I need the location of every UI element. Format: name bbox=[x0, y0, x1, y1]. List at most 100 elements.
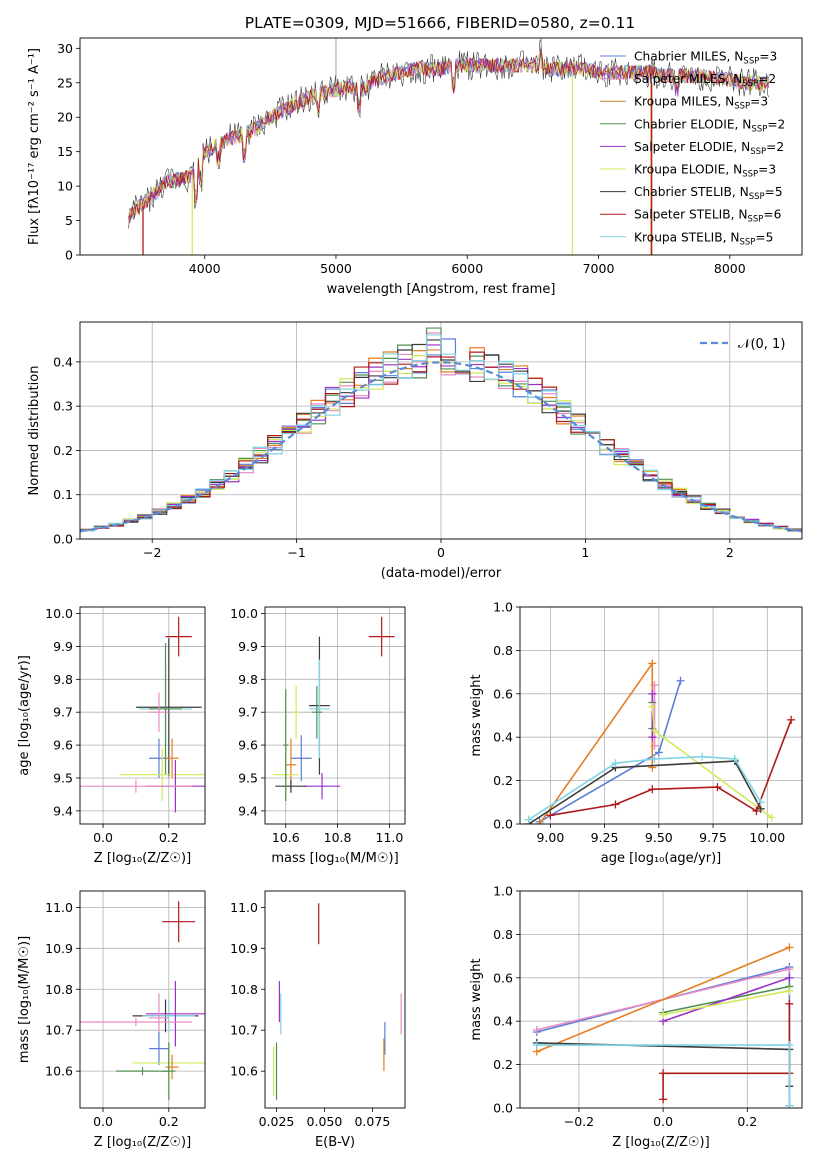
plot-area bbox=[273, 903, 402, 1100]
y-tick-label: 0.6 bbox=[493, 686, 513, 701]
plot-area bbox=[80, 901, 205, 1100]
x-tick-label: 0.0 bbox=[93, 830, 113, 845]
y-tick-label: 0.6 bbox=[493, 970, 513, 985]
spectrum-line bbox=[128, 49, 770, 220]
weight-line bbox=[662, 990, 790, 1016]
x-tick-label: 0.2 bbox=[737, 1114, 757, 1129]
y-tick-label: 9.9 bbox=[238, 639, 258, 654]
x-tick-label: 2 bbox=[726, 545, 734, 560]
legend-label: Chabrier MILES, NSSP=3 bbox=[634, 50, 777, 67]
legend-label: Chabrier STELIB, NSSP=5 bbox=[634, 185, 783, 202]
x-tick-label: 0 bbox=[437, 545, 445, 560]
x-axis-label: age [log₁₀(age/yr)] bbox=[601, 851, 722, 866]
x-tick-label: −2 bbox=[143, 545, 161, 560]
y-axis-label: mass weight bbox=[469, 958, 484, 1040]
x-axis-label: mass [log₁₀(M/M☉)] bbox=[271, 851, 398, 866]
weight-line bbox=[550, 719, 792, 817]
x-tick-label: 10.00 bbox=[749, 830, 785, 845]
y-tick-label: 10.7 bbox=[45, 1023, 73, 1038]
y-tick-label: 1.0 bbox=[493, 600, 513, 615]
axes-frame bbox=[79, 321, 803, 540]
y-tick-label: 0 bbox=[65, 248, 73, 263]
axes-frame bbox=[79, 890, 206, 1109]
x-tick-label: 0.075 bbox=[354, 1114, 390, 1129]
y-tick-label: 20 bbox=[57, 110, 73, 125]
y-tick-label: 0.8 bbox=[493, 927, 513, 942]
x-tick-label: 0.0 bbox=[653, 1114, 673, 1129]
y-tick-label: 10.0 bbox=[45, 606, 73, 621]
y-tick-label: 9.7 bbox=[53, 705, 73, 720]
y-axis-label: age [log₁₀(age/yr)] bbox=[17, 655, 32, 776]
y-tick-label: 11.0 bbox=[230, 900, 258, 915]
y-tick-label: 9.9 bbox=[53, 639, 73, 654]
plot-area bbox=[128, 38, 770, 255]
normal-curve bbox=[80, 361, 802, 533]
x-tick-label: 1 bbox=[581, 545, 589, 560]
y-tick-label: 10.7 bbox=[230, 1023, 258, 1038]
x-axis-label: E(B-V) bbox=[315, 1135, 355, 1150]
y-axis-label: Flux [fλ10⁻¹⁷ erg cm⁻² s⁻¹ A⁻¹] bbox=[27, 48, 42, 245]
weight-line bbox=[528, 755, 762, 821]
y-tick-label: 0.0 bbox=[493, 817, 513, 832]
weight-line bbox=[538, 660, 654, 824]
x-tick-label: 10.8 bbox=[324, 830, 352, 845]
x-tick-label: 0.2 bbox=[159, 830, 179, 845]
x-tick-label: 8000 bbox=[714, 261, 746, 276]
y-tick-label: 15 bbox=[57, 144, 73, 159]
axes-frame bbox=[79, 606, 206, 825]
y-tick-label: 0.2 bbox=[493, 773, 513, 788]
panel-spectrum: 4000 5000 6000 7000 8000 0 5 10 15 20 25 30 waveleng… bbox=[27, 37, 803, 297]
y-tick-label: 0.2 bbox=[53, 443, 73, 458]
y-tick-label: 0.4 bbox=[493, 730, 513, 745]
y-tick-label: 9.4 bbox=[53, 803, 73, 818]
panel-weight-vs-Z: −0.2 0.0 0.2 0.0 0.2 0.4 0.6 0.8 1.0 Z [log₁₀(Z/Z… bbox=[469, 884, 803, 1150]
x-tick-label: 0.0 bbox=[93, 1114, 113, 1129]
x-tick-label: 6000 bbox=[451, 261, 483, 276]
x-axis-label: Z [log₁₀(Z/Z☉)] bbox=[94, 1135, 191, 1150]
x-axis-label: (data-model)/error bbox=[381, 566, 502, 581]
axes-frame bbox=[79, 37, 803, 256]
y-axis-label: mass [log₁₀(M/M☉)] bbox=[17, 936, 32, 1063]
y-tick-label: 9.8 bbox=[238, 672, 258, 687]
y-tick-label: 10.8 bbox=[230, 982, 258, 997]
y-tick-label: 0.2 bbox=[493, 1057, 513, 1072]
x-tick-label: −0.2 bbox=[564, 1114, 594, 1129]
y-axis-label: mass weight bbox=[469, 674, 484, 756]
y-tick-label: 10.6 bbox=[230, 1064, 258, 1079]
y-tick-label: 9.5 bbox=[53, 770, 73, 785]
plot-area bbox=[524, 659, 796, 824]
y-tick-label: 9.6 bbox=[53, 738, 73, 753]
legend-label: Kroupa MILES, NSSP=3 bbox=[634, 95, 768, 112]
spectrum-title: PLATE=0309, MJD=51666, FIBERID=0580, z=0… bbox=[245, 14, 635, 32]
x-axis-label: wavelength [Angstrom, rest frame] bbox=[327, 282, 556, 297]
x-axis-label: Z [log₁₀(Z/Z☉)] bbox=[612, 1135, 709, 1150]
axes-frame bbox=[519, 606, 803, 825]
y-tick-label: 0.4 bbox=[493, 1014, 513, 1029]
y-tick-label: 10.0 bbox=[230, 606, 258, 621]
legend-label: Salpeter MILES, NSSP=2 bbox=[634, 72, 776, 89]
y-tick-label: 0.3 bbox=[53, 399, 73, 414]
x-tick-label: 10.6 bbox=[272, 830, 300, 845]
x-tick-label: 9.25 bbox=[591, 830, 619, 845]
legend-label: Salpeter STELIB, NSSP=6 bbox=[634, 208, 781, 225]
y-tick-label: 30 bbox=[57, 41, 73, 56]
x-tick-label: 9.00 bbox=[536, 830, 564, 845]
panel-weight-vs-age: 9.00 9.25 9.50 9.75 10.00 0.0 0.2 0.4 0.6 0.8 1.0 a… bbox=[469, 600, 803, 866]
panel-residuals: −2 −1 0 1 2 0.0 0.1 0.2 0.3 0.4 (data-model)/error… bbox=[27, 321, 803, 581]
panel-mass-vs-Z: 0.0 0.2 10.6 10.7 10.8 10.9 11.0 Z [log₁₀(Z/Z☉)… bbox=[17, 890, 206, 1150]
weight-line bbox=[528, 760, 762, 824]
plot-area bbox=[272, 616, 395, 801]
x-tick-label: 7000 bbox=[583, 261, 615, 276]
weight-line bbox=[536, 946, 790, 1053]
legend-label: Kroupa ELODIE, NSSP=3 bbox=[634, 163, 776, 180]
y-tick-label: 10.9 bbox=[230, 941, 258, 956]
panel-age-vs-mass: 10.6 10.8 11.0 9.4 9.5 9.6 9.7 9.8 9.9 10.0 mass [… bbox=[230, 606, 406, 866]
y-tick-label: 11.0 bbox=[45, 900, 73, 915]
plot-area bbox=[80, 616, 205, 813]
y-tick-label: 9.6 bbox=[238, 738, 258, 753]
x-tick-label: 0.025 bbox=[259, 1114, 295, 1129]
x-tick-label: 9.50 bbox=[645, 830, 673, 845]
y-tick-label: 0.4 bbox=[53, 354, 73, 369]
weight-line bbox=[662, 977, 790, 1022]
axes-frame bbox=[264, 890, 406, 1109]
